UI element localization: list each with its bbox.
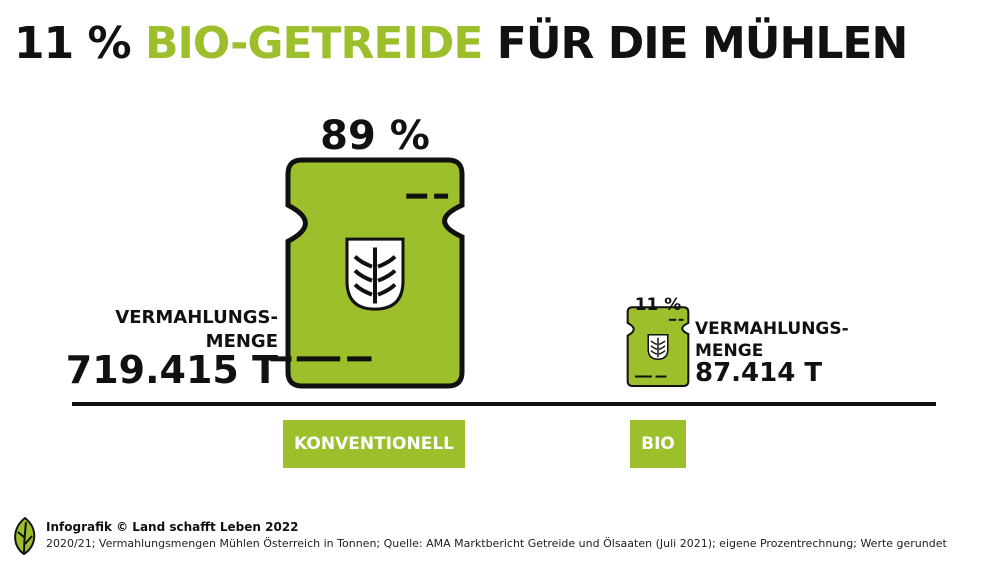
percent-label-bio: 11 %	[634, 295, 682, 315]
measure-label-line1: VERMAHLUNGS-	[115, 307, 278, 328]
title-percent: 11 %	[14, 18, 132, 69]
measure-label-line1: VERMAHLUNGS-	[695, 319, 849, 339]
category-label-konventionell: KONVENTIONELL	[283, 420, 465, 468]
percent-label-konventionell: 89 %	[320, 113, 430, 159]
page-title: 11 % BIO-GETREIDE FÜR DIE MÜHLEN	[14, 14, 909, 74]
bar-bio	[626, 306, 690, 387]
title-highlight: BIO-GETREIDE	[144, 18, 483, 69]
grain-icon	[345, 237, 405, 311]
footer-credit: Infografik © Land schafft Leben 2022	[46, 520, 299, 534]
measure-label-bio: VERMAHLUNGS- MENGE	[695, 318, 849, 362]
measure-label-line2: MENGE	[695, 341, 764, 361]
bar-konventionell	[270, 157, 465, 389]
footer-source-note: 2020/21; Vermahlungsmengen Mühlen Österr…	[46, 537, 947, 550]
leaf-icon	[14, 516, 36, 556]
value-label-konventionell: 719.415 T	[65, 348, 278, 392]
measure-label-line2: MENGE	[205, 331, 278, 352]
value-label-bio: 87.414 T	[695, 358, 823, 388]
title-rest: FÜR DIE MÜHLEN	[496, 18, 909, 69]
grain-icon	[647, 334, 669, 360]
bars-group	[270, 157, 690, 389]
measure-label-konventionell: VERMAHLUNGS- MENGE	[115, 306, 278, 354]
category-label-bio: BIO	[630, 420, 686, 468]
